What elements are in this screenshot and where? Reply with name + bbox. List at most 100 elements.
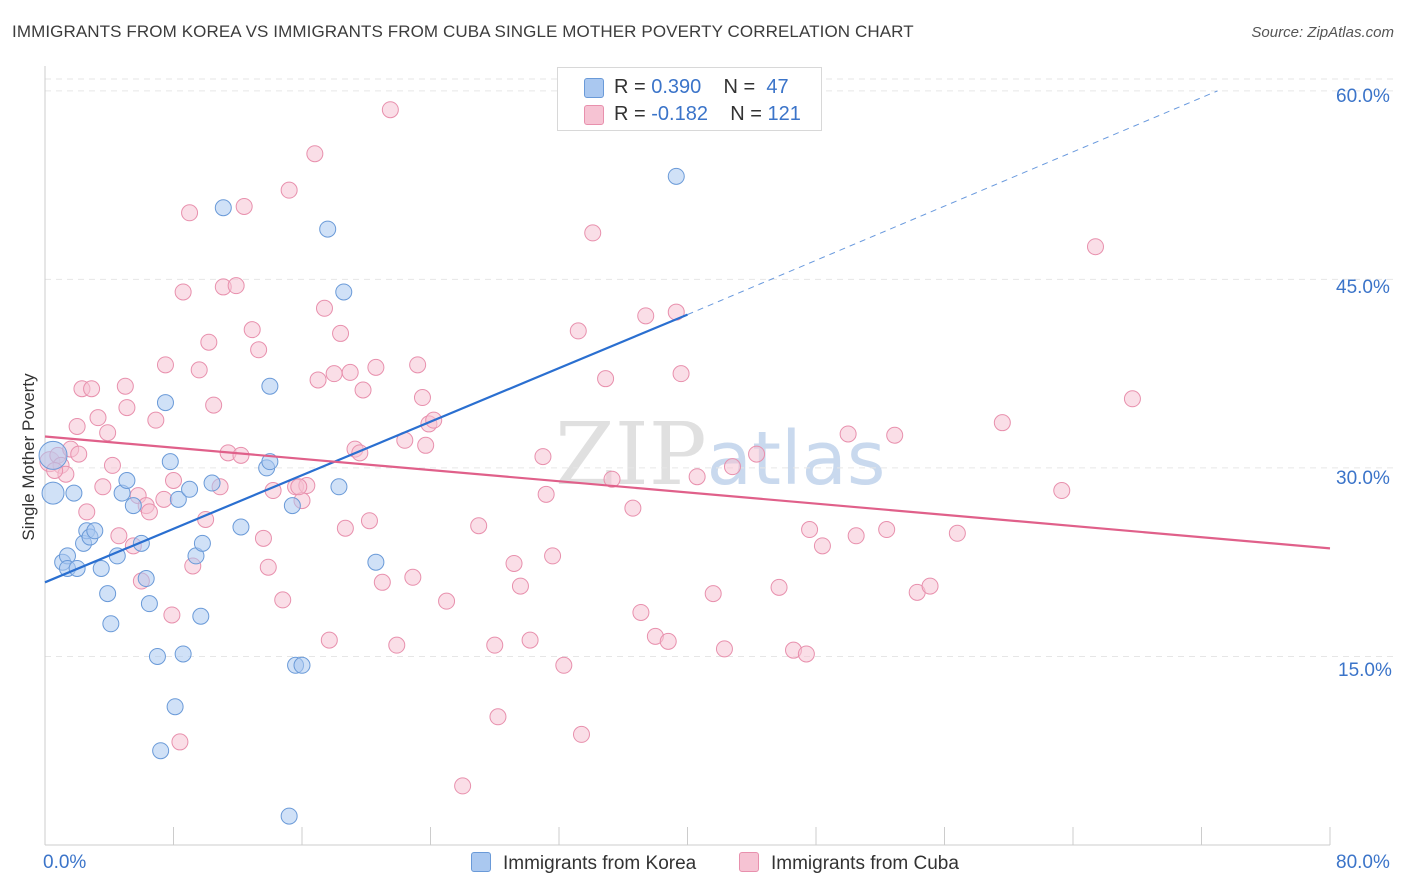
n-label: N = (730, 103, 762, 125)
cuba-legend-swatch (739, 852, 759, 872)
cuba-point (325, 365, 343, 383)
korea-point (140, 595, 158, 613)
cuba-point (537, 485, 555, 503)
cuba-point (250, 341, 268, 359)
series-cuba-points (39, 101, 1141, 795)
cuba-point (688, 468, 706, 486)
cuba-swatch (584, 105, 604, 125)
cuba-point (637, 307, 655, 325)
cuba-point (103, 456, 121, 474)
cuba-point (243, 321, 261, 339)
x-axis-max-label: 80.0% (1336, 852, 1390, 873)
cuba-point (770, 578, 788, 596)
cuba-point (438, 592, 456, 610)
cuba-point (147, 411, 165, 429)
korea-point (174, 645, 192, 663)
cuba-point (521, 631, 539, 649)
cuba-point (470, 517, 488, 535)
y-tick-label: 30.0% (1336, 468, 1390, 489)
korea-point (319, 220, 337, 238)
korea-point (335, 283, 353, 301)
cuba-point (200, 333, 218, 351)
cuba-point (171, 733, 189, 751)
cuba-point (360, 512, 378, 530)
cuba-point (99, 424, 117, 442)
cuba-point (315, 299, 333, 317)
korea-point (181, 480, 199, 498)
cuba-point (181, 204, 199, 222)
cuba-point (417, 436, 435, 454)
cuba-point (486, 636, 504, 654)
source-prefix: Source: (1251, 24, 1308, 41)
cuba-point (280, 181, 298, 199)
source-credit: Source: ZipAtlas.com (1251, 24, 1394, 41)
cuba-point (205, 396, 223, 414)
cuba-point (748, 445, 766, 463)
korea-swatch (584, 78, 604, 98)
cuba-point (274, 591, 292, 609)
cuba-point (413, 389, 431, 407)
cuba-point (118, 399, 136, 417)
trend-lines (687, 90, 1218, 316)
cuba-point (886, 426, 904, 444)
korea-point (124, 497, 142, 515)
cuba-point (235, 197, 253, 215)
cuba-point (140, 503, 158, 521)
cuba-point (259, 558, 277, 576)
cuba-point (878, 521, 896, 539)
source-name: ZipAtlas.com (1307, 24, 1394, 41)
cuba-point (921, 577, 939, 595)
legend-item-cuba[interactable]: Immigrants from Cuba (739, 852, 959, 875)
trend-lines-solid (44, 313, 1331, 584)
korea-point (156, 394, 174, 412)
cuba-point (544, 547, 562, 565)
korea-trend-extension (687, 90, 1218, 316)
cuba-point (174, 283, 192, 301)
y-axis-label: Single Mother Poverty (19, 373, 38, 541)
korea-point (161, 453, 179, 471)
cuba-point (584, 224, 602, 242)
chart-title: IMMIGRANTS FROM KOREA VS IMMIGRANTS FROM… (12, 22, 914, 41)
korea-point (367, 553, 385, 571)
cuba-point (373, 573, 391, 591)
cuba-point (555, 656, 573, 674)
korea-point (214, 199, 232, 217)
legend-item-korea[interactable]: Immigrants from Korea (471, 852, 696, 875)
cuba-point (993, 414, 1011, 432)
korea-point (261, 377, 279, 395)
cuba-point (290, 478, 308, 496)
cuba-point (190, 361, 208, 379)
korea-point (65, 484, 83, 502)
korea-point (118, 471, 136, 489)
cuba-point (801, 521, 819, 539)
y-tick-label: 15.0% (1338, 660, 1392, 681)
r-label: R = (614, 76, 646, 98)
cuba-point (320, 631, 338, 649)
korea-point (193, 534, 211, 552)
korea-point (166, 698, 184, 716)
cuba-point (116, 377, 134, 395)
korea-point (137, 570, 155, 588)
n-label: N = (723, 76, 756, 98)
cuba-point (624, 499, 642, 517)
cuba-point (381, 101, 399, 119)
cuba-point (155, 490, 173, 508)
korea-point (169, 490, 187, 508)
y-tick-label: 60.0% (1336, 86, 1390, 107)
cuba-point (232, 446, 250, 464)
korea-point (232, 518, 250, 536)
korea-point (148, 647, 166, 665)
cuba-point (659, 632, 677, 650)
cuba-point (603, 470, 621, 488)
cuba-point (511, 577, 529, 595)
cuba-point (489, 708, 507, 726)
cuba-point (227, 277, 245, 295)
cuba-point (813, 537, 831, 555)
korea-point (192, 607, 210, 625)
cuba-point (110, 527, 128, 545)
korea-point (261, 453, 279, 471)
cuba-point (704, 585, 722, 603)
cuba-point (839, 425, 857, 443)
cuba-point (163, 606, 181, 624)
korea-point (41, 481, 65, 505)
